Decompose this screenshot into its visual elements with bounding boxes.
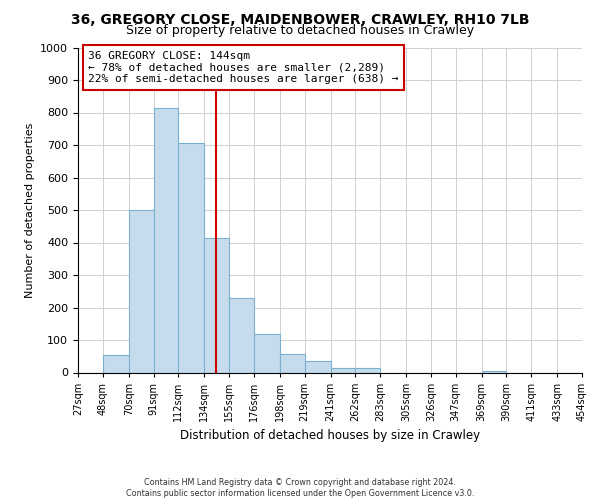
Bar: [204, 238, 229, 372]
Bar: [305, 361, 331, 372]
Text: 36 GREGORY CLOSE: 144sqm
← 78% of detached houses are smaller (2,289)
22% of sem: 36 GREGORY CLOSE: 144sqm ← 78% of detach…: [88, 51, 398, 84]
Bar: [355, 368, 380, 372]
Bar: [103, 354, 129, 372]
Bar: [129, 210, 154, 372]
Bar: [254, 334, 280, 372]
Bar: [229, 298, 254, 372]
Bar: [178, 144, 204, 372]
Y-axis label: Number of detached properties: Number of detached properties: [25, 122, 35, 298]
Bar: [482, 371, 506, 372]
Bar: [331, 368, 355, 372]
Bar: [280, 354, 305, 372]
Text: 36, GREGORY CLOSE, MAIDENBOWER, CRAWLEY, RH10 7LB: 36, GREGORY CLOSE, MAIDENBOWER, CRAWLEY,…: [71, 12, 529, 26]
Text: Contains HM Land Registry data © Crown copyright and database right 2024.
Contai: Contains HM Land Registry data © Crown c…: [126, 478, 474, 498]
X-axis label: Distribution of detached houses by size in Crawley: Distribution of detached houses by size …: [180, 429, 480, 442]
Text: Size of property relative to detached houses in Crawley: Size of property relative to detached ho…: [126, 24, 474, 37]
Bar: [154, 108, 178, 372]
